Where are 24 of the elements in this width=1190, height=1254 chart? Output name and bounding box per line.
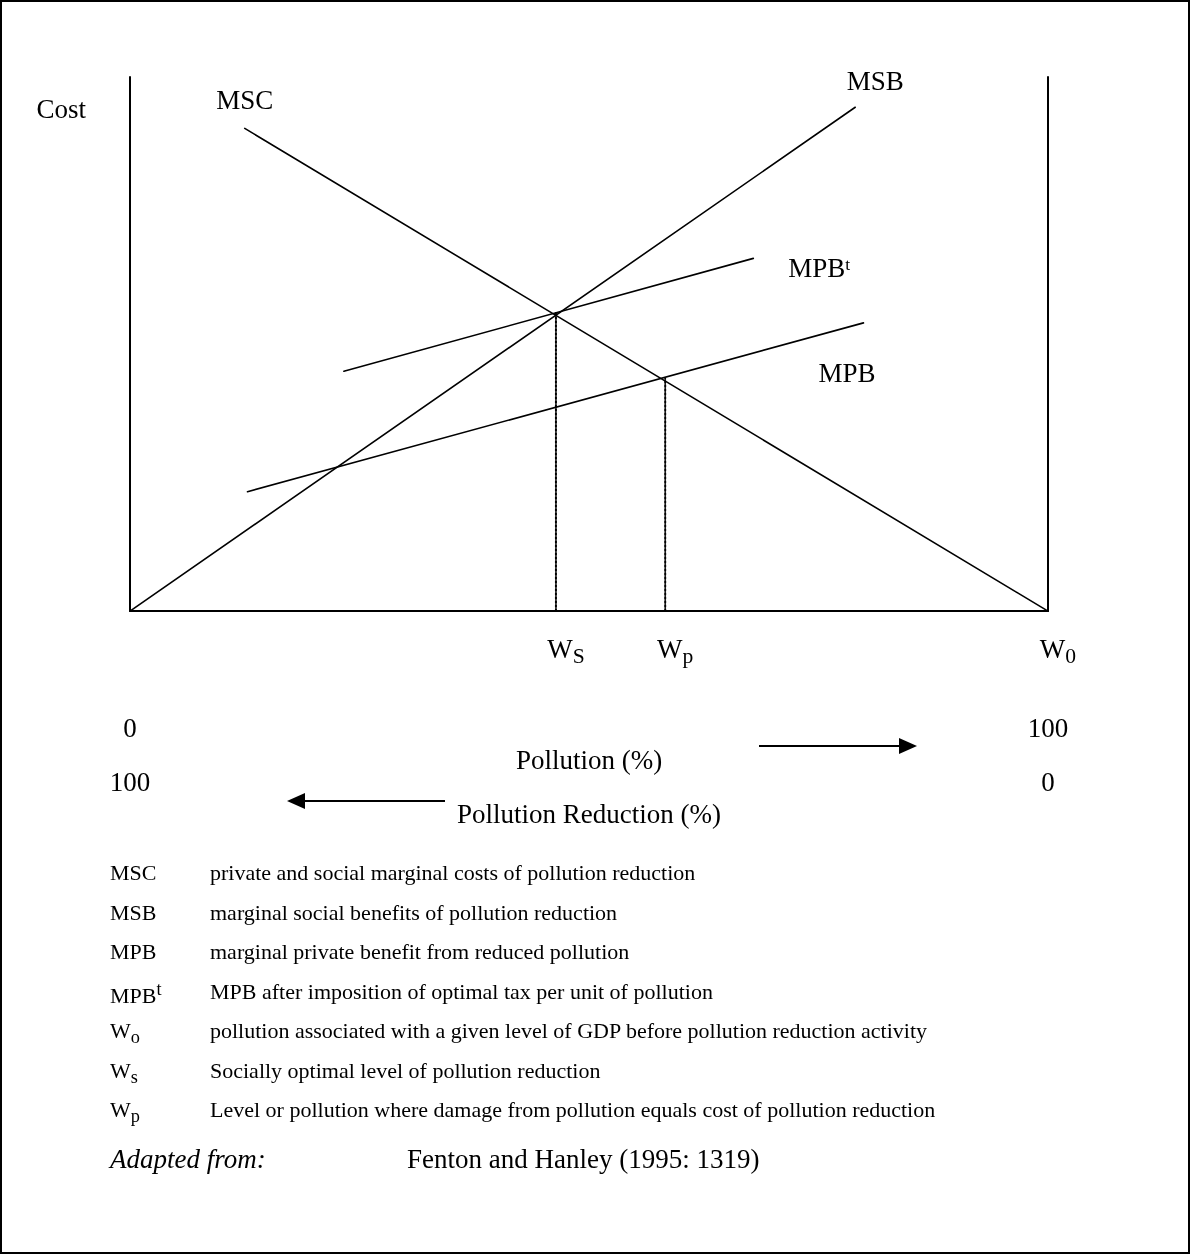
text: marginal private benefit from reduced pollution bbox=[210, 939, 630, 965]
series-label: MSB bbox=[846, 65, 904, 96]
text: W$_{s}$ bbox=[110, 1057, 138, 1088]
series-label: MSC bbox=[216, 84, 274, 115]
text: Adapted from: bbox=[110, 1144, 266, 1175]
text: MSC bbox=[110, 860, 157, 886]
text: MPB after imposition of optimal tax per unit of pollution bbox=[210, 978, 713, 1005]
text: marginal social benefits of pollution reduction bbox=[210, 899, 618, 926]
text: private and social marginal costs of pollution reduction bbox=[210, 860, 696, 886]
text: MPB bbox=[110, 939, 157, 965]
text: MSB bbox=[110, 899, 157, 926]
text: W$_{p}$ bbox=[110, 1097, 140, 1128]
series-label: MPB bbox=[818, 357, 876, 388]
text: pollution associated with a given level of GDP before pollution reduction activity bbox=[210, 1018, 928, 1044]
x2-tick-label: 100 bbox=[109, 766, 151, 797]
x2-tick-label: 0 bbox=[1041, 766, 1055, 797]
text: MPB$^{t}$ bbox=[110, 978, 162, 1009]
text: Fenton and Hanley (1995: 1319) bbox=[407, 1144, 760, 1175]
y-axis-title: Cost bbox=[36, 93, 87, 124]
text: Level or pollution where damage from pollution equals cost of pollution reduction bbox=[210, 1097, 936, 1123]
x2-axis-title: Pollution Reduction (%) bbox=[457, 798, 721, 829]
text: W$_{o}$ bbox=[110, 1018, 140, 1049]
text: Socially optimal level of pollution reduction bbox=[210, 1057, 601, 1084]
x-axis-title: Pollution (%) bbox=[515, 744, 663, 775]
